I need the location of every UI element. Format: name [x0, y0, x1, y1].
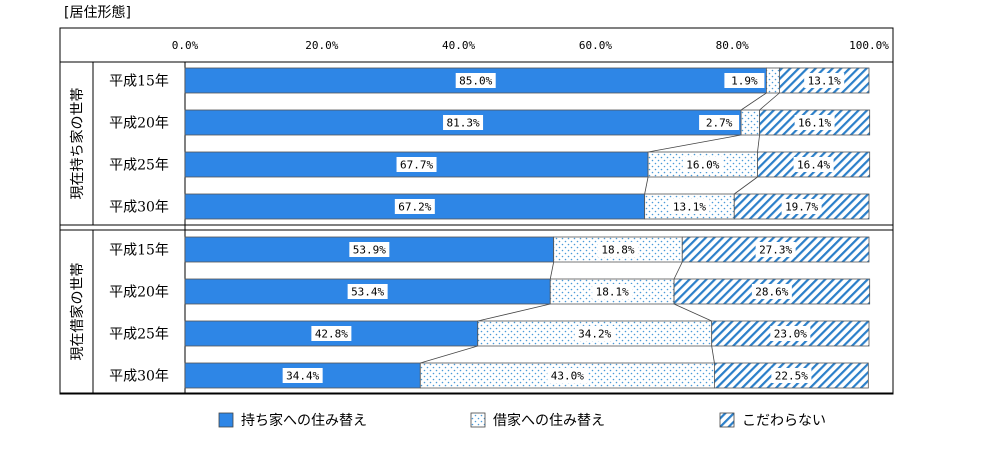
- value-label-bg: [396, 157, 437, 172]
- value-label: 2.7%: [706, 117, 733, 130]
- value-label-bg: [751, 284, 792, 299]
- value-label-bg: [669, 199, 710, 214]
- connector-line: [647, 134, 742, 153]
- bars: 85.0% 1.9% 13.1% 81.3% 2.7% 16.1% 67.7% 16.0% 16…: [184, 67, 871, 389]
- value-label-bg: [282, 368, 323, 383]
- value-label: 16.1%: [798, 117, 831, 130]
- value-label: 34.2%: [578, 328, 611, 341]
- value-label-bg: [682, 157, 723, 172]
- legend-label: こだわらない: [742, 413, 826, 429]
- group-label: 現在持ち家の世帯: [69, 88, 86, 200]
- value-label-bg: [770, 326, 811, 341]
- connector-lines: [420, 92, 780, 364]
- group-frame: [59, 61, 894, 226]
- category-label: 平成20年: [109, 116, 169, 132]
- value-label: 67.7%: [400, 159, 433, 172]
- value-label: 13.1%: [673, 201, 706, 214]
- value-label: 19.7%: [785, 201, 818, 214]
- value-label-bg: [794, 115, 835, 130]
- bar-segment: [184, 193, 646, 220]
- connector-line: [673, 261, 683, 280]
- category-label: 平成25年: [109, 158, 169, 174]
- x-tick-label: 80.0%: [716, 39, 749, 52]
- category-label: 平成30年: [109, 200, 169, 216]
- category-label: 平成15年: [109, 243, 169, 259]
- connector-line: [644, 176, 649, 195]
- legend-label: 借家への住み替え: [493, 412, 605, 429]
- value-label: 42.8%: [315, 328, 348, 341]
- value-label: 16.4%: [797, 159, 830, 172]
- group-label: 現在借家の世帯: [69, 263, 86, 361]
- bar-segment: [184, 67, 767, 94]
- value-label: 1.9%: [731, 75, 758, 88]
- value-label: 13.1%: [808, 75, 841, 88]
- value-label: 27.3%: [759, 244, 792, 257]
- connector-line: [673, 303, 712, 322]
- value-label-bg: [455, 73, 496, 88]
- category-label: 平成20年: [109, 285, 169, 301]
- connector-line: [759, 92, 780, 111]
- category-labels: 現在持ち家の世帯平成15年平成20年平成25年平成30年現在借家の世帯平成15年…: [69, 74, 169, 385]
- x-tick-label: 60.0%: [579, 39, 612, 52]
- x-tick-label: 0.0%: [172, 39, 199, 52]
- value-label: 34.4%: [286, 370, 319, 383]
- legend-swatch: [719, 412, 735, 428]
- x-axis: 0.0% 20.0% 40.0% 60.0% 80.0% 100.0%: [172, 39, 889, 52]
- value-label-bg: [394, 199, 435, 214]
- connector-line: [477, 303, 551, 322]
- x-tick-label: 20.0%: [305, 39, 338, 52]
- connector-line: [740, 92, 767, 111]
- x-tick-label: 40.0%: [442, 39, 475, 52]
- value-label: 43.0%: [551, 370, 584, 383]
- connector-line: [420, 345, 478, 364]
- value-label: 81.3%: [446, 117, 479, 130]
- value-label-bg: [547, 368, 588, 383]
- value-label-bg: [793, 157, 834, 172]
- value-label-bg: [781, 199, 822, 214]
- legend-swatch: [218, 412, 234, 428]
- category-label: 平成30年: [109, 369, 169, 385]
- category-label: 平成15年: [109, 74, 169, 90]
- value-label-bg: [592, 284, 633, 299]
- value-label: 28.6%: [755, 286, 788, 299]
- value-label-bg: [804, 73, 845, 88]
- connector-line: [757, 134, 760, 153]
- legend: 持ち家への住み替え 借家への住み替え こだわらない: [218, 412, 826, 429]
- value-label-bg: [771, 368, 812, 383]
- bar-segment: [419, 362, 715, 389]
- value-label: 18.1%: [596, 286, 629, 299]
- value-label-bg: [574, 326, 615, 341]
- value-label: 18.8%: [601, 244, 634, 257]
- value-label: 53.9%: [353, 244, 386, 257]
- value-label-bg: [311, 326, 352, 341]
- value-label: 23.0%: [774, 328, 807, 341]
- value-label-bg: [755, 242, 796, 257]
- value-label: 85.0%: [459, 75, 492, 88]
- value-label-bg: [699, 115, 740, 130]
- value-label: 22.5%: [775, 370, 808, 383]
- bar-segment: [740, 109, 760, 136]
- legend-swatch: [470, 412, 486, 428]
- value-label-bg: [443, 115, 484, 130]
- connector-line: [549, 261, 555, 280]
- category-label: 平成25年: [109, 327, 169, 343]
- value-label: 16.0%: [686, 159, 719, 172]
- value-label-bg: [347, 284, 388, 299]
- bar-segment: [766, 67, 780, 94]
- value-label-bg: [349, 242, 390, 257]
- value-label-bg: [597, 242, 638, 257]
- page-title: [居住形態]: [64, 5, 131, 21]
- value-label: 67.2%: [398, 201, 431, 214]
- connector-line: [711, 345, 715, 364]
- group-frame: [59, 229, 894, 394]
- value-label-bg: [724, 73, 765, 88]
- x-tick-label: 100.0%: [849, 39, 889, 52]
- value-label: 53.4%: [351, 286, 384, 299]
- legend-label: 持ち家への住み替え: [241, 412, 367, 429]
- connector-line: [734, 176, 758, 195]
